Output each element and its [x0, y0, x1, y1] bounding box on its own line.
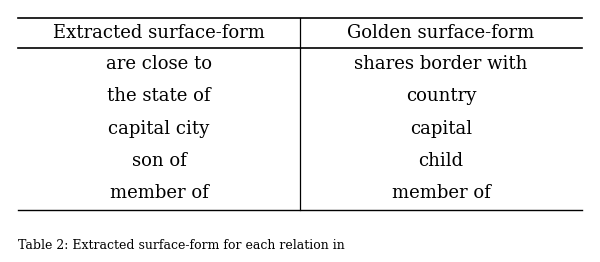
- Text: country: country: [406, 88, 476, 106]
- Text: shares border with: shares border with: [355, 55, 527, 73]
- Text: Golden surface-form: Golden surface-form: [347, 24, 535, 42]
- Text: Table 2: Extracted surface-form for each relation in: Table 2: Extracted surface-form for each…: [18, 238, 345, 252]
- Text: Extracted surface-form: Extracted surface-form: [53, 24, 265, 42]
- Text: capital city: capital city: [109, 120, 209, 138]
- Text: member of: member of: [392, 184, 490, 203]
- Text: the state of: the state of: [107, 88, 211, 106]
- Text: are close to: are close to: [106, 55, 212, 73]
- Text: child: child: [418, 152, 464, 170]
- Text: member of: member of: [110, 184, 208, 203]
- Text: son of: son of: [131, 152, 187, 170]
- Text: capital: capital: [410, 120, 472, 138]
